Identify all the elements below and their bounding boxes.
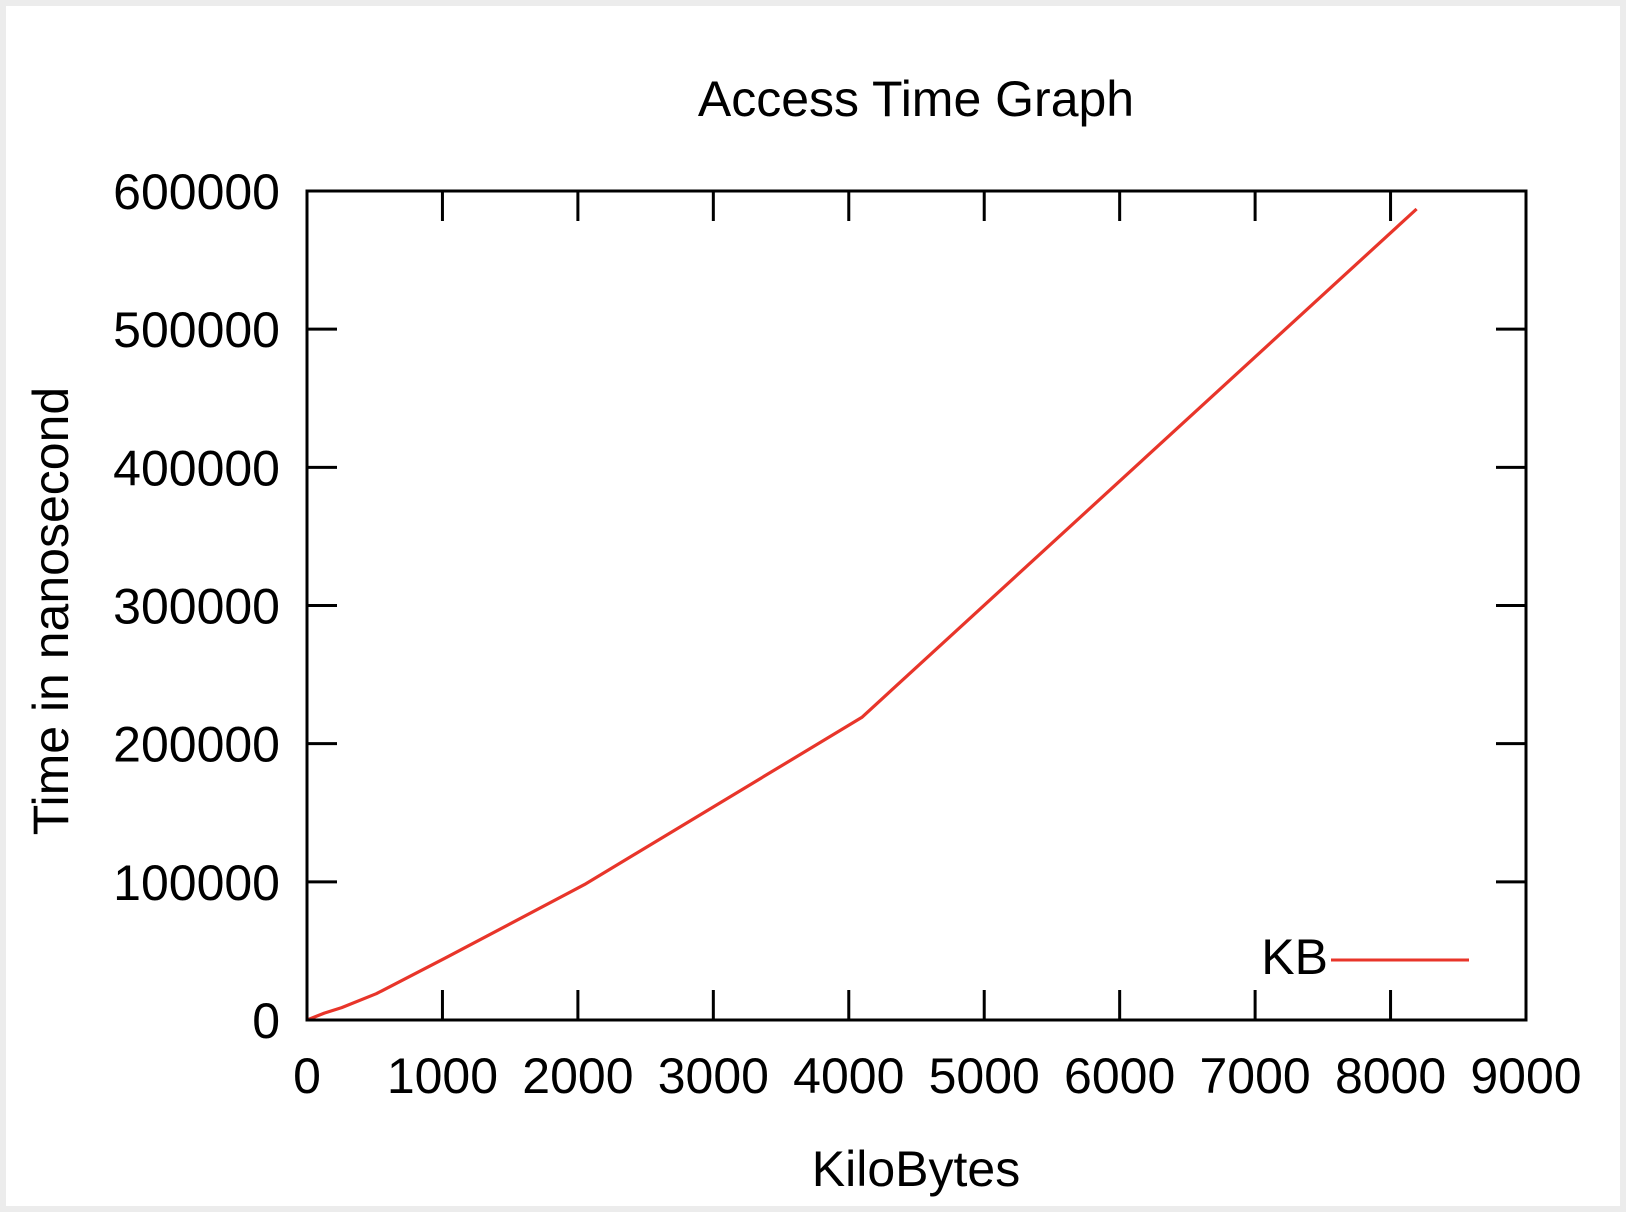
y-tick-label-200000: 200000 [113, 717, 280, 773]
y-tick-label-300000: 300000 [113, 579, 280, 635]
y-tick-label-400000: 400000 [113, 440, 280, 496]
y-tick-label-100000: 100000 [113, 855, 280, 911]
x-tick-label-0: 0 [293, 1048, 321, 1104]
plot-area-border [305, 189, 1528, 1022]
chart-title: Access Time Graph [698, 71, 1134, 127]
line-chart: Access Time Graph Time in nanosecond Kil… [23, 71, 1582, 1197]
series-line-kb [306, 207, 1418, 1022]
series-layer [306, 207, 1418, 1022]
x-tick-label-1000: 1000 [387, 1048, 498, 1104]
x-tick-label-5000: 5000 [929, 1048, 1040, 1104]
x-tick-label-6000: 6000 [1064, 1048, 1175, 1104]
x-tick-label-4000: 4000 [793, 1048, 904, 1104]
y-axis-label: Time in nanosecond [23, 387, 79, 835]
x-tick-label-8000: 8000 [1335, 1048, 1446, 1104]
x-tick-label-2000: 2000 [522, 1048, 633, 1104]
axis-ticks [307, 191, 1526, 1020]
legend: KB [1261, 929, 1469, 985]
chart-frame: Access Time Graph Time in nanosecond Kil… [6, 6, 1620, 1206]
tick-labels: 0 1000 2000 3000 4000 5000 6000 7000 8000 9000 0 10… [113, 164, 1581, 1104]
y-tick-label-0: 0 [252, 993, 280, 1049]
y-tick-label-600000: 600000 [113, 164, 280, 220]
x-tick-label-7000: 7000 [1199, 1048, 1310, 1104]
x-tick-label-3000: 3000 [658, 1048, 769, 1104]
y-tick-label-500000: 500000 [113, 302, 280, 358]
legend-label-kb: KB [1261, 929, 1328, 985]
x-axis-label: KiloBytes [812, 1141, 1020, 1197]
x-tick-label-9000: 9000 [1470, 1048, 1581, 1104]
